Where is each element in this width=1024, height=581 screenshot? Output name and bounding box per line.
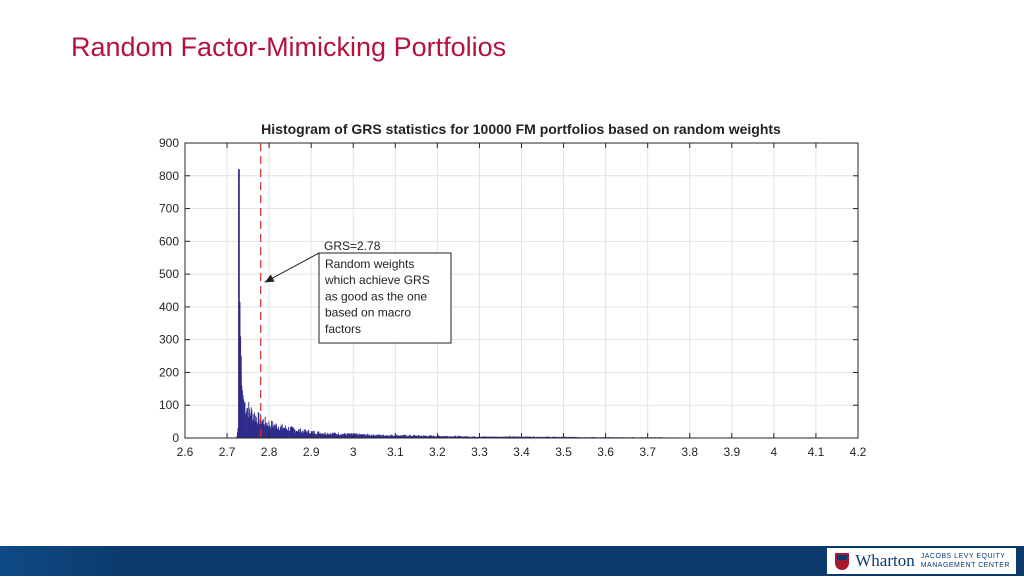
y-tick-label: 700 <box>159 202 179 216</box>
annotation-line: as good as the one <box>325 289 427 303</box>
x-tick-label: 4.1 <box>808 445 825 459</box>
x-tick-label: 3.3 <box>471 445 488 459</box>
center-name: JACOBS LEVY EQUITY MANAGEMENT CENTER <box>921 552 1010 570</box>
x-tick-label: 3.1 <box>387 445 404 459</box>
annotation-line: based on macro <box>325 306 411 320</box>
y-tick-label: 500 <box>159 267 179 281</box>
chart-title: Histogram of GRS statistics for 10000 FM… <box>261 121 781 137</box>
x-tick-label: 3 <box>350 445 357 459</box>
x-tick-label: 3.4 <box>513 445 530 459</box>
annotation-heading: GRS=2.78 <box>324 239 381 253</box>
x-tick-label: 4.2 <box>850 445 867 459</box>
x-tick-label: 3.9 <box>723 445 740 459</box>
brand-name: Wharton <box>855 551 914 571</box>
x-tick-label: 3.6 <box>597 445 614 459</box>
histogram-peak-bar <box>240 356 242 438</box>
y-tick-label: 400 <box>159 300 179 314</box>
center-name-line2: MANAGEMENT CENTER <box>921 561 1010 570</box>
y-tick-label: 600 <box>159 234 179 248</box>
y-tick-label: 900 <box>159 136 179 150</box>
grs-annotation: GRS=2.78 Random weights which achieve GRS… <box>265 239 451 343</box>
annotation-line: Random weights <box>325 257 414 271</box>
y-tick-label: 0 <box>172 431 179 445</box>
shield-icon <box>835 553 849 570</box>
y-tick-label: 100 <box>159 398 179 412</box>
footer-left-accent <box>0 546 130 576</box>
x-tick-label: 3.7 <box>639 445 656 459</box>
annotation-line: factors <box>325 322 361 336</box>
x-tick-label: 3.8 <box>681 445 698 459</box>
annotation-line: which achieve GRS <box>324 273 430 287</box>
x-tick-label: 3.2 <box>429 445 446 459</box>
x-tick-label: 3.5 <box>555 445 572 459</box>
center-name-line1: JACOBS LEVY EQUITY <box>921 552 1010 561</box>
x-tick-label: 2.9 <box>303 445 320 459</box>
axis-ticks: 2.6 2.7 2.8 2.9 3 3.1 3.2 3.3 3.4 3.5 3.6 3.7 3.8 3.9… <box>159 136 867 459</box>
histogram-bars <box>236 169 783 438</box>
wharton-logo: Wharton JACOBS LEVY EQUITY MANAGEMENT CE… <box>827 548 1016 574</box>
x-tick-label: 2.8 <box>261 445 278 459</box>
y-tick-label: 800 <box>159 169 179 183</box>
x-tick-label: 4 <box>771 445 778 459</box>
y-tick-label: 300 <box>159 333 179 347</box>
chart-grid <box>185 143 858 438</box>
x-tick-label: 2.7 <box>219 445 236 459</box>
footer-bar: Wharton JACOBS LEVY EQUITY MANAGEMENT CE… <box>0 546 1024 576</box>
y-tick-label: 200 <box>159 365 179 379</box>
x-tick-label: 2.6 <box>177 445 194 459</box>
